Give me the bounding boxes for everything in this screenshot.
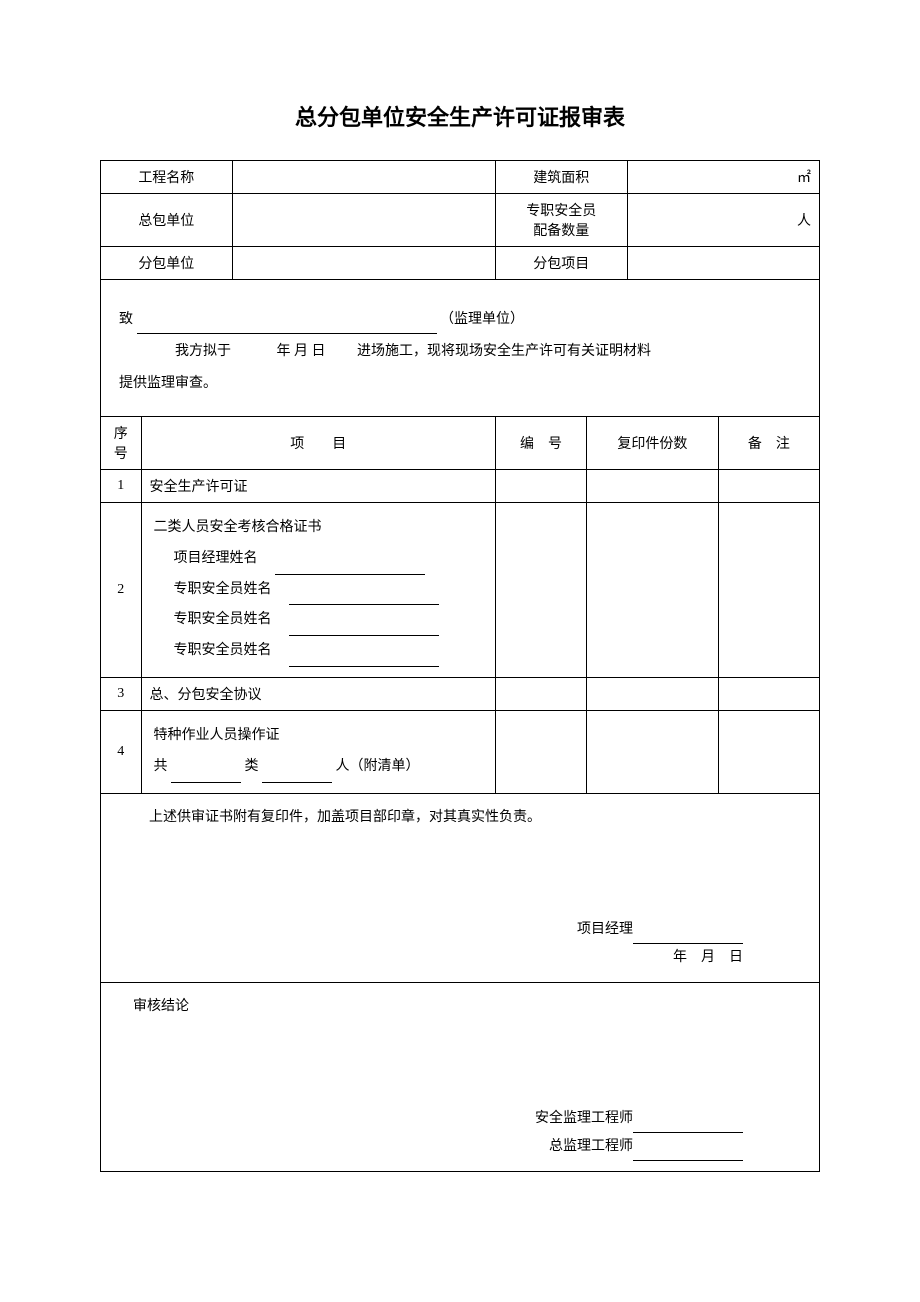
general-contractor-label: 总包单位 (101, 194, 233, 247)
letter-block: 致 （监理单位） 我方拟于 年 月 日 进场施工，现将现场安全生产许可有关证明材… (101, 280, 820, 417)
subproject-label: 分包项目 (495, 247, 627, 280)
so1-label: 专职安全员姓名 (174, 582, 272, 597)
r2-seq: 2 (101, 503, 142, 678)
subcontractor-label: 分包单位 (101, 247, 233, 280)
so2-label: 专职安全员姓名 (174, 612, 272, 627)
r3-item: 总、分包安全协议 (141, 677, 495, 710)
to-label: 致 (119, 312, 133, 327)
project-name-label: 工程名称 (101, 161, 233, 194)
r1-copies[interactable] (587, 470, 719, 503)
project-name-value[interactable] (232, 161, 495, 194)
col-item: 项 目 (141, 417, 495, 470)
safety-officer-line1: 专职安全员 (526, 204, 596, 219)
r2-number[interactable] (495, 503, 586, 678)
safety-officer-line2: 配备数量 (533, 224, 589, 239)
page-title: 总分包单位安全生产许可证报审表 (100, 100, 820, 132)
r1-number[interactable] (495, 470, 586, 503)
r2-remark[interactable] (718, 503, 819, 678)
letter-line2: 提供监理审查。 (119, 370, 801, 398)
subcontractor-value[interactable] (232, 247, 495, 280)
conclusion-block: 审核结论 安全监理工程师 总监理工程师 (101, 982, 820, 1171)
so3-label: 专职安全员姓名 (174, 643, 272, 658)
chief-engineer-input[interactable] (633, 1147, 743, 1161)
main-table: 工程名称 建筑面积 ㎡ 总包单位 专职安全员 配备数量 人 分包单位 分包项目 … (100, 160, 820, 1172)
r4-mid: 类 (245, 759, 259, 774)
chief-engineer-label: 总监理工程师 (549, 1139, 633, 1154)
r4-remark[interactable] (718, 710, 819, 793)
r4-item: 特种作业人员操作证 共 类 人（附清单） (141, 710, 495, 793)
r2-title: 二类人员安全考核合格证书 (154, 513, 483, 544)
r4-person-input[interactable] (262, 769, 332, 783)
r2-item: 二类人员安全考核合格证书 项目经理姓名 专职安全员姓名 专职安全员姓名 专职安全… (141, 503, 495, 678)
r1-item: 安全生产许可证 (141, 470, 495, 503)
building-area-value[interactable]: ㎡ (627, 161, 819, 194)
r3-number[interactable] (495, 677, 586, 710)
r3-remark[interactable] (718, 677, 819, 710)
r4-type-input[interactable] (171, 769, 241, 783)
r1-seq: 1 (101, 470, 142, 503)
letter-prefix: 我方拟于 (175, 344, 231, 359)
r4-prefix: 共 (154, 759, 168, 774)
col-seq: 序号 (101, 417, 142, 470)
building-area-label: 建筑面积 (495, 161, 627, 194)
r3-seq: 3 (101, 677, 142, 710)
r4-copies[interactable] (587, 710, 719, 793)
r4-seq: 4 (101, 710, 142, 793)
declare-text: 上述供审证书附有复印件，加盖项目部印章，对其真实性负责。 (149, 804, 803, 832)
col-copies: 复印件份数 (587, 417, 719, 470)
r1-remark[interactable] (718, 470, 819, 503)
safety-engineer-input[interactable] (633, 1119, 743, 1133)
so3-input[interactable] (289, 653, 439, 667)
r4-suffix: 人（附清单） (336, 759, 420, 774)
so2-input[interactable] (289, 622, 439, 636)
col-remark: 备 注 (718, 417, 819, 470)
r3-copies[interactable] (587, 677, 719, 710)
safety-officer-count-label: 专职安全员 配备数量 (495, 194, 627, 247)
declare-block: 上述供审证书附有复印件，加盖项目部印章，对其真实性负责。 项目经理 年 月 日 (101, 793, 820, 982)
pm-name-input[interactable] (275, 561, 425, 575)
pm-name-label: 项目经理姓名 (174, 551, 258, 566)
letter-suffix: 进场施工，现将现场安全生产许可有关证明材料 (357, 344, 651, 359)
r4-number[interactable] (495, 710, 586, 793)
supervisor-unit-input[interactable] (137, 320, 437, 334)
pm-sig-input[interactable] (633, 930, 743, 944)
r4-title: 特种作业人员操作证 (154, 721, 483, 752)
safety-officer-count-value[interactable]: 人 (627, 194, 819, 247)
pm-sig-label: 项目经理 (577, 922, 633, 937)
safety-engineer-label: 安全监理工程师 (535, 1111, 633, 1126)
supervisor-unit-label: （监理单位） (440, 312, 524, 327)
declare-date: 年 月 日 (673, 950, 743, 965)
so1-input[interactable] (289, 591, 439, 605)
letter-date: 年 月 日 (277, 344, 326, 359)
conclusion-title: 审核结论 (117, 993, 803, 1021)
r2-copies[interactable] (587, 503, 719, 678)
general-contractor-value[interactable] (232, 194, 495, 247)
col-number: 编 号 (495, 417, 586, 470)
subproject-value[interactable] (627, 247, 819, 280)
